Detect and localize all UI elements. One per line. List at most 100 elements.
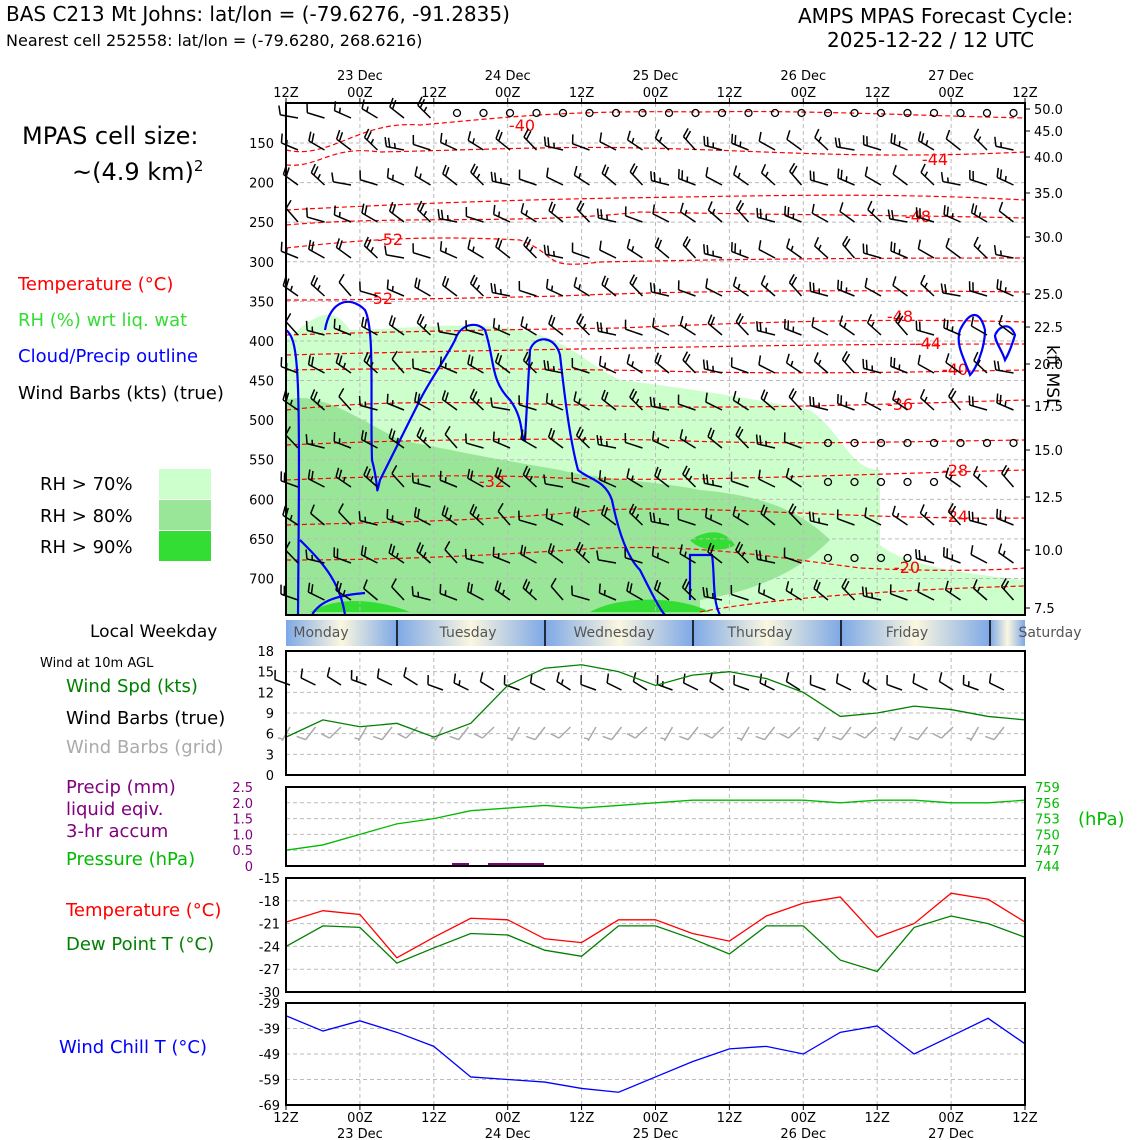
- barb-shaft: [864, 286, 882, 297]
- wind-barb: [359, 281, 378, 297]
- barb-shaft: [970, 553, 988, 564]
- barb-flag: [757, 582, 761, 593]
- barb-flag: [312, 391, 318, 401]
- barb-flag: [335, 129, 341, 140]
- barb-flag: [706, 474, 709, 485]
- wind-barb: [809, 396, 829, 411]
- barb-flag: [444, 139, 448, 145]
- barb-shaft: [886, 683, 903, 691]
- barb-shaft: [679, 437, 696, 449]
- barb-flag: [945, 237, 950, 248]
- wind-barb: [788, 274, 803, 297]
- barb-flag: [604, 277, 609, 288]
- barb-shaft: [813, 360, 829, 374]
- wind-barb: [861, 586, 882, 601]
- wind-barb: [757, 582, 776, 601]
- calm-circle: [744, 108, 753, 118]
- barb-flag: [278, 105, 282, 115]
- wind-tick-label: 3: [266, 748, 274, 763]
- barb-flag: [313, 277, 319, 287]
- nearest-cell-info: Nearest cell 252558: lat/lon = (-79.6280…: [6, 31, 423, 50]
- barb-shaft: [310, 283, 326, 297]
- wind-barb: [915, 320, 935, 336]
- barb-flag: [551, 203, 556, 214]
- wind-barb: [682, 236, 697, 259]
- temperature-contour: [285, 508, 1026, 526]
- barb-shaft: [678, 518, 696, 526]
- barb-flag: [545, 393, 549, 403]
- barb-flag: [759, 435, 762, 445]
- wind-barb: [296, 726, 317, 741]
- barb-shaft: [758, 591, 776, 601]
- barb-flag: [946, 177, 949, 183]
- wind-barb: [660, 726, 674, 742]
- barb-flag: [529, 246, 534, 252]
- barb-flag: [812, 512, 815, 522]
- wind-barb: [307, 469, 325, 488]
- barb-flag: [490, 397, 494, 407]
- barb-flag: [472, 277, 478, 287]
- wind-barb: [545, 508, 564, 526]
- wind-barb: [305, 320, 325, 336]
- barb-flag: [523, 431, 527, 441]
- barb-flag: [862, 358, 865, 369]
- barb-flag: [446, 215, 449, 221]
- wind-barb: [811, 203, 829, 223]
- barb-flag: [573, 506, 577, 517]
- temperature-contour-label: -48: [887, 307, 913, 326]
- wind-barb: [968, 281, 988, 297]
- barb-flag: [467, 354, 471, 365]
- barb-flag: [968, 510, 971, 521]
- barb-flag: [525, 238, 532, 249]
- legend-precip-1: Precip (mm): [66, 777, 176, 798]
- barb-flag: [342, 362, 346, 369]
- barb-flag: [403, 667, 407, 677]
- barb-shaft: [497, 510, 511, 526]
- barb-flag: [467, 131, 472, 141]
- barb-flag: [896, 512, 900, 519]
- barb-flag: [603, 362, 607, 368]
- barb-flag: [388, 315, 394, 325]
- barb-shaft: [758, 140, 776, 151]
- barb-flag: [310, 389, 316, 399]
- barb-flag: [737, 283, 741, 290]
- calm-circle: [903, 553, 912, 563]
- barb-flag: [416, 542, 422, 552]
- barb-flag: [1004, 175, 1007, 182]
- wind-barb: [522, 578, 538, 601]
- barb-flag: [507, 737, 513, 740]
- wind-barb: [895, 312, 909, 336]
- barb-shaft: [412, 594, 431, 601]
- barb-shaft: [546, 401, 564, 411]
- barb-flag: [492, 318, 496, 328]
- barb-flag: [658, 136, 663, 143]
- barb-flag: [395, 552, 399, 559]
- barb-flag: [476, 173, 481, 179]
- barb-flag: [809, 281, 812, 292]
- barb-shaft: [733, 683, 750, 691]
- barb-flag: [472, 246, 475, 252]
- barb-shaft: [545, 483, 564, 488]
- barb-flag: [473, 733, 483, 739]
- barb-flag: [818, 136, 822, 142]
- wind-barb: [887, 209, 908, 223]
- calm-circle: [505, 108, 515, 118]
- wind-barb: [598, 470, 617, 488]
- barb-flag: [951, 213, 954, 219]
- barb-flag: [950, 390, 957, 400]
- wind-barb: [599, 132, 617, 151]
- barb-shaft: [972, 587, 988, 601]
- barb-shaft: [785, 476, 802, 488]
- wind-barb: [386, 509, 405, 526]
- wind-barb: [545, 278, 564, 297]
- wind-barb: [576, 313, 591, 336]
- pressure-tick-label: 650: [249, 533, 274, 548]
- barb-flag: [423, 323, 427, 330]
- barb-flag: [335, 238, 341, 248]
- wind-barb: [626, 238, 643, 259]
- wind-barb: [520, 316, 537, 336]
- barb-flag: [684, 353, 691, 363]
- barb-shaft: [519, 178, 537, 186]
- wind-barb: [864, 507, 882, 526]
- barb-shaft: [892, 514, 908, 526]
